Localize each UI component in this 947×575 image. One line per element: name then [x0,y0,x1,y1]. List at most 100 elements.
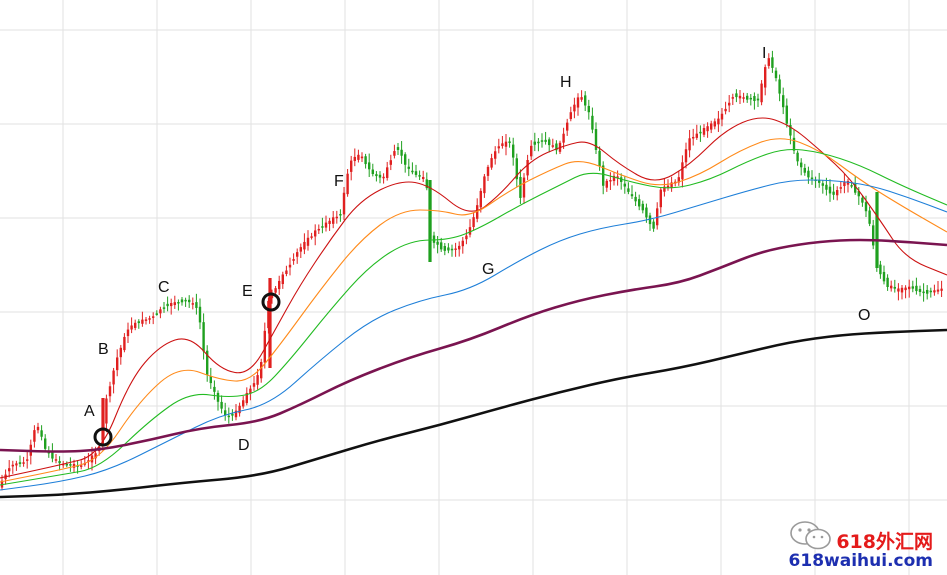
candle-242 [872,219,875,250]
candle-89 [321,217,324,234]
point-label-b: B [98,341,109,358]
candle-141 [508,137,511,148]
candle-215 [774,67,778,82]
candle-82 [296,248,299,264]
candle-42 [152,312,155,325]
candle-188 [677,170,680,186]
candle-114 [411,162,414,175]
candle-99 [357,149,360,163]
candle-52 [188,295,191,308]
candle-206 [742,92,745,103]
candle-169 [609,172,612,191]
candle-64 [231,409,234,421]
candle-189 [681,155,684,188]
candle-158 [569,106,572,122]
candle-213 [767,53,770,69]
candle-40 [144,317,148,325]
candle-117 [422,170,425,183]
candle-91 [328,217,331,231]
moving-average-line-2 [0,148,947,486]
candle-87 [314,224,317,246]
candle-109 [393,144,396,159]
moving-average-line-0 [0,117,947,479]
candle-204 [735,89,738,103]
candle-106 [382,173,385,184]
candle-176 [634,191,637,206]
candle-140 [504,134,508,156]
candle-154 [555,140,558,155]
moving-average-layer [0,117,947,499]
candle-253 [911,280,914,293]
candle-146 [526,154,529,181]
candle-12 [44,434,47,452]
candle-163 [587,99,590,120]
candle-63 [227,407,230,424]
candle-234 [843,173,846,194]
candle-80 [288,257,292,276]
candle-104 [375,171,378,182]
candle-133 [479,188,482,213]
candle-31 [112,367,115,394]
candle-162 [584,91,587,112]
candle-192 [692,128,695,146]
candle-6 [22,456,25,467]
candle-115 [414,164,418,178]
candle-2 [8,460,11,478]
candle-130 [468,219,472,238]
candle-57 [206,345,209,382]
candle-110 [396,142,400,156]
candle-134 [483,173,486,198]
candle-60 [216,390,220,411]
candle-222 [800,158,803,176]
candle-223 [803,163,806,176]
point-labels: A B C D E F G H I O [84,45,870,454]
candle-105 [378,171,382,184]
candle-41 [148,315,151,324]
candle-92 [332,211,335,229]
candle-24 [87,452,90,470]
candle-35 [126,322,130,343]
candle-58 [209,367,212,389]
candle-30 [108,381,112,403]
point-label-h: H [560,74,572,91]
candle-203 [731,93,734,106]
candle-93 [335,210,338,224]
candle-170 [612,172,616,186]
candle-101 [364,153,367,169]
candle-193 [695,124,698,140]
candle-51 [184,297,187,307]
candle-131 [472,212,475,231]
candle-181 [652,219,655,232]
candle-116 [418,170,421,181]
candle-136 [490,153,493,170]
candle-15 [54,453,58,464]
candle-81 [292,253,295,265]
candle-98 [353,148,356,167]
candle-102 [368,153,371,178]
candle-124 [447,243,450,254]
candle-77 [278,275,281,295]
candle-180 [648,212,652,231]
long-candle-2 [428,180,432,262]
candle-149 [537,138,540,152]
candle-5 [18,455,22,468]
candle-54 [195,293,198,315]
candle-174 [627,182,630,195]
candle-247 [890,280,893,292]
candle-156 [562,127,565,149]
candle-195 [702,124,706,138]
candle-202 [728,95,731,113]
candle-43 [155,310,158,316]
candle-251 [904,285,907,299]
candle-55 [198,298,202,330]
candle-182 [656,202,659,230]
candle-61 [220,395,223,414]
circle-marker-1 [261,292,281,312]
candle-143 [515,153,518,187]
candle-225 [810,170,814,185]
candle-45 [162,302,166,313]
candle-145 [522,173,526,204]
circle-markers [93,292,281,447]
candle-250 [900,284,904,300]
